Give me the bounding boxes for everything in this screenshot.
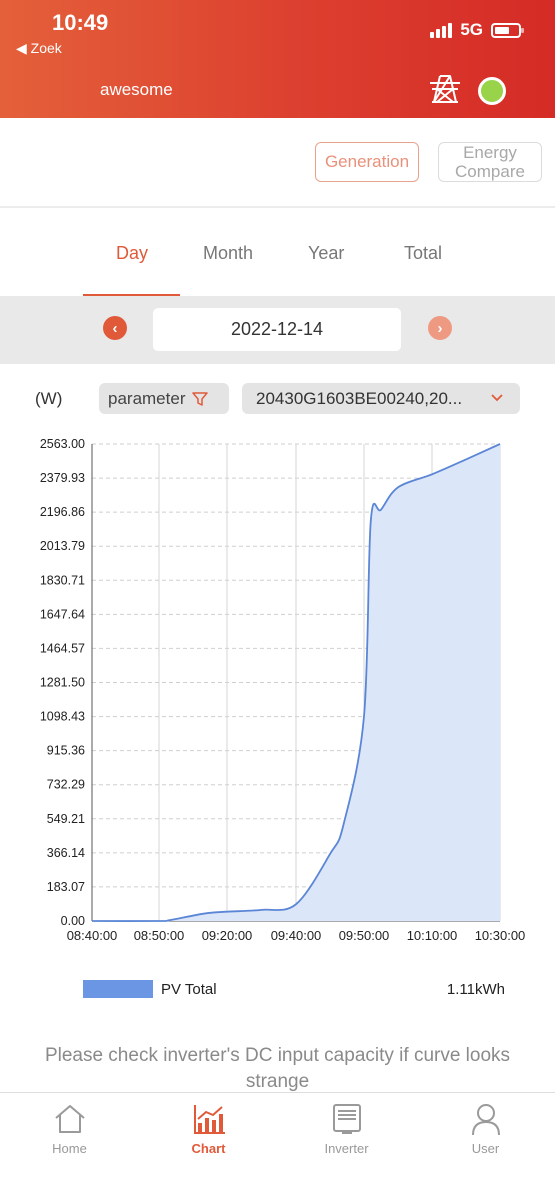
y-tick-label: 2379.93 [40,471,85,485]
bottom-navigation: Home Chart Inverter User [0,1092,555,1200]
y-tick-label: 183.07 [47,880,85,894]
generation-button[interactable]: Generation [315,142,419,182]
previous-day-button[interactable]: ‹ [103,316,127,340]
y-tick-label: 1464.57 [40,641,85,655]
power-tower-icon[interactable] [428,74,462,104]
legend-series-label: PV Total [161,981,217,998]
x-tick-label: 09:50:00 [339,928,390,943]
power-chart: 2563.00 2379.93 2196.86 2013.79 1830.71 1647.… [40,437,526,943]
nav-home[interactable]: Home [0,1093,139,1173]
parameter-filter-button[interactable]: parameter [99,383,229,414]
plant-name: awesome [100,80,173,99]
home-icon [54,1105,85,1133]
energy-compare-label: Energy Compare [455,143,525,181]
battery-icon [491,22,524,38]
y-tick-label: 1830.71 [40,573,85,587]
legend-swatch [83,980,153,998]
device-select-value: 20430G1603BE00240,20... [256,388,463,408]
network-type: 5G [460,20,483,39]
tab-month[interactable]: Month [203,243,254,263]
chevron-down-icon [491,394,503,402]
x-tick-label: 10:10:00 [407,928,458,943]
parameter-label: parameter [108,388,186,408]
y-tick-label: 0.00 [61,914,85,928]
y-tick-label: 1647.64 [40,607,85,621]
nav-chart[interactable]: Chart [139,1093,278,1173]
y-tick-label: 915.36 [47,744,85,758]
nav-user-label: User [471,1141,500,1156]
active-tab-indicator [83,294,180,296]
nav-inverter[interactable]: Inverter [277,1093,416,1173]
app-header: 10:49 ◀ Zoek 5G awesome [0,0,555,118]
x-tick-label: 08:40:00 [67,928,118,943]
online-status-indicator [478,77,506,105]
x-tick-label: 09:40:00 [271,928,322,943]
user-icon [471,1104,500,1136]
filter-icon [192,391,209,406]
device-select[interactable]: 20430G1603BE00240,20... [242,383,520,414]
x-tick-label: 09:20:00 [202,928,253,943]
pv-total-line [91,443,501,922]
tab-total[interactable]: Total [404,243,443,263]
date-picker[interactable]: 2022-12-14 [153,308,401,351]
date-navigator: ‹ 2022-12-14 › [0,296,555,364]
y-tick-label: 732.29 [47,778,85,792]
y-tick-label: 366.14 [47,846,85,860]
y-tick-label: 2563.00 [40,437,85,451]
status-indicators: 5G [430,20,524,40]
chart-icon [193,1105,225,1134]
nav-chart-label: Chart [191,1141,226,1156]
nav-user[interactable]: User [416,1093,555,1173]
status-time: 10:49 [52,10,109,35]
divider [0,206,555,208]
x-tick-label: 10:30:00 [475,928,526,943]
y-tick-label: 2196.86 [40,505,85,519]
inverter-icon [332,1104,361,1134]
daily-energy-total: 1.11kWh [446,981,505,998]
y-tick-label: 1098.43 [40,710,85,724]
unit-label: (W) [35,389,63,408]
nav-inverter-label: Inverter [324,1141,369,1156]
tab-day[interactable]: Day [116,243,149,263]
y-tick-label: 549.21 [47,812,85,826]
capacity-notice: Please check inverter's DC input capacit… [44,1045,511,1091]
y-tick-label: 1281.50 [40,676,85,690]
pv-total-area [92,444,500,922]
tab-year[interactable]: Year [308,243,345,263]
energy-compare-button[interactable]: Energy Compare [438,142,542,182]
x-tick-label: 08:50:00 [134,928,185,943]
y-tick-label: 2013.79 [40,539,85,553]
signal-icon [430,22,453,38]
back-to-search-link[interactable]: ◀ Zoek [16,40,62,56]
nav-home-label: Home [52,1141,87,1156]
next-day-button[interactable]: › [428,316,452,340]
